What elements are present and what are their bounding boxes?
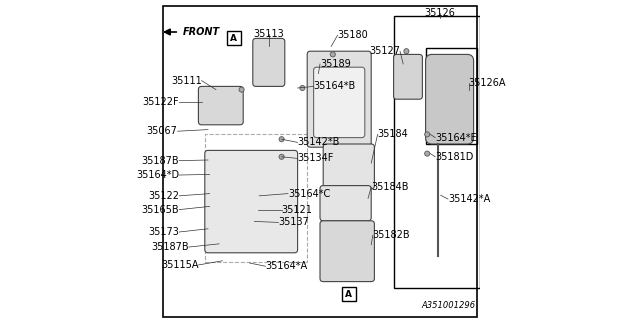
Text: 35121: 35121 — [282, 204, 312, 215]
FancyBboxPatch shape — [426, 54, 474, 144]
Text: 35142*B: 35142*B — [298, 137, 340, 148]
Bar — [205, 134, 307, 262]
Text: 35067: 35067 — [147, 126, 178, 136]
Text: 35137: 35137 — [278, 217, 309, 228]
Bar — [426, 48, 477, 144]
Circle shape — [425, 151, 430, 156]
Text: 35115A: 35115A — [161, 260, 198, 270]
Text: A: A — [346, 290, 352, 299]
FancyBboxPatch shape — [205, 150, 298, 253]
FancyBboxPatch shape — [198, 86, 243, 125]
Circle shape — [279, 137, 284, 142]
FancyBboxPatch shape — [320, 221, 374, 282]
Text: 35164*E: 35164*E — [435, 132, 477, 143]
FancyBboxPatch shape — [314, 67, 365, 138]
Text: 35184B: 35184B — [371, 182, 409, 192]
Text: A: A — [230, 34, 237, 43]
FancyBboxPatch shape — [253, 38, 285, 86]
Circle shape — [279, 154, 284, 159]
Text: 35164*A: 35164*A — [266, 261, 308, 271]
Circle shape — [330, 52, 335, 57]
Text: 35142*A: 35142*A — [448, 194, 490, 204]
Text: 35182B: 35182B — [372, 230, 410, 240]
Bar — [227, 31, 241, 45]
Text: 35181D: 35181D — [435, 152, 474, 162]
Circle shape — [404, 49, 409, 54]
Text: 35164*C: 35164*C — [288, 188, 330, 199]
Bar — [342, 287, 356, 301]
Text: A351001296: A351001296 — [421, 301, 475, 310]
Text: FRONT: FRONT — [182, 27, 220, 37]
Text: 35127: 35127 — [369, 46, 400, 56]
Text: 35184: 35184 — [378, 129, 408, 140]
FancyBboxPatch shape — [323, 144, 374, 189]
FancyBboxPatch shape — [320, 186, 371, 221]
Text: 35187B: 35187B — [151, 242, 189, 252]
FancyBboxPatch shape — [307, 51, 371, 147]
Text: 35122F: 35122F — [143, 97, 179, 108]
Text: 35187B: 35187B — [141, 156, 179, 166]
Text: 35113: 35113 — [253, 28, 284, 39]
Text: 35126: 35126 — [424, 8, 456, 18]
Text: 35165B: 35165B — [141, 204, 179, 215]
Circle shape — [233, 37, 238, 43]
Circle shape — [425, 132, 430, 137]
Text: 35164*D: 35164*D — [136, 170, 179, 180]
Text: 35111: 35111 — [171, 76, 202, 86]
FancyBboxPatch shape — [394, 54, 422, 99]
Text: 35164*B: 35164*B — [314, 81, 356, 92]
Circle shape — [239, 87, 244, 92]
Text: 35126A: 35126A — [468, 78, 506, 88]
Text: 35189: 35189 — [320, 59, 351, 69]
Circle shape — [300, 85, 305, 91]
Text: 35122: 35122 — [148, 191, 179, 201]
Text: 35180: 35180 — [338, 30, 369, 40]
Text: 35134F: 35134F — [298, 153, 334, 164]
Text: 35173: 35173 — [148, 227, 179, 237]
Bar — [394, 16, 480, 288]
